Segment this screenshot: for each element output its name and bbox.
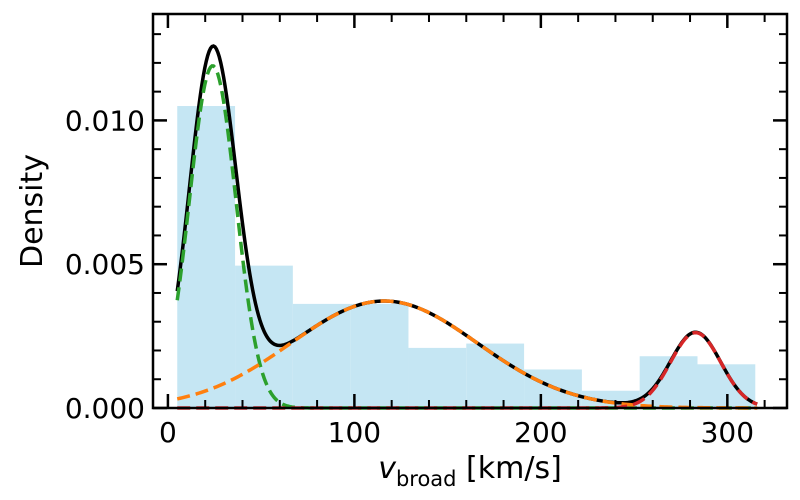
y-tick-label: 0.005 xyxy=(65,248,145,281)
x-axis-label-main: v xyxy=(378,451,397,486)
plot-frame xyxy=(151,12,789,410)
y-tick-label: 0.000 xyxy=(65,392,145,425)
x-tick-label: 100 xyxy=(328,416,381,449)
histogram-bars xyxy=(177,106,756,408)
component-curve-1 xyxy=(175,64,758,410)
histogram-bar xyxy=(350,303,409,408)
x-tick-label: 0 xyxy=(159,416,177,449)
histogram-bar xyxy=(177,106,236,408)
y-axis-label: Density xyxy=(15,154,50,268)
histogram-bar xyxy=(292,303,351,408)
x-axis-label-unit: [km/s] xyxy=(457,451,562,486)
y-tick-label: 0.010 xyxy=(65,104,145,137)
x-tick-label: 300 xyxy=(701,416,754,449)
x-tick-label: 200 xyxy=(514,416,567,449)
x-axis-label-subscript: broad xyxy=(396,467,457,491)
histogram-bar xyxy=(235,265,293,408)
tick-labels: 0 100 200 300 0.000 0.005 0.010 xyxy=(65,104,754,449)
x-axis-label: vbroad [km/s] xyxy=(378,451,562,491)
component-curve-2 xyxy=(176,299,758,410)
histogram-bar xyxy=(408,347,467,408)
axis-ticks xyxy=(153,14,787,410)
